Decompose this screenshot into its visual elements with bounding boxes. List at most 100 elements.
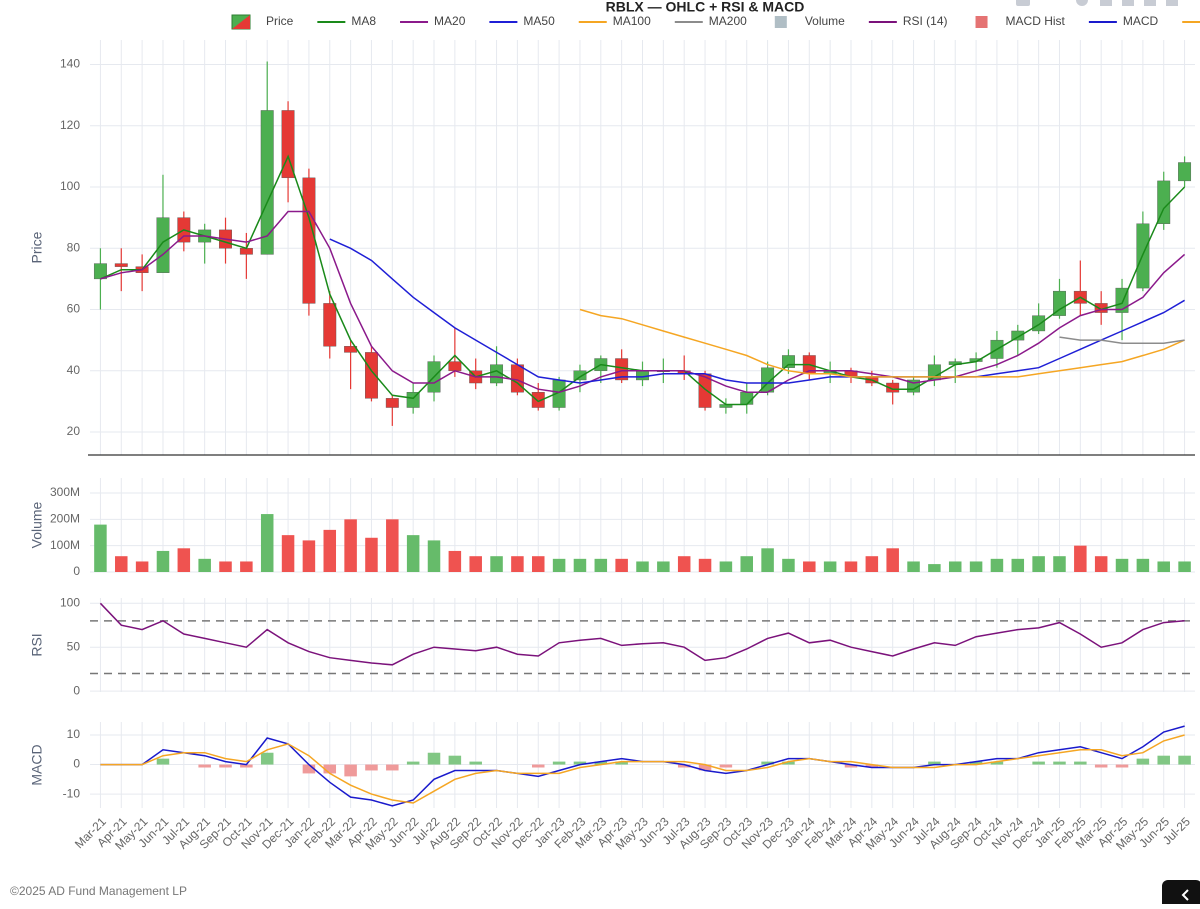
- y-tick-label: 140: [60, 57, 80, 71]
- y-tick-label: 100: [60, 595, 80, 609]
- bar: [469, 761, 482, 765]
- bar: [94, 524, 107, 572]
- legend-item[interactable]: MA50: [489, 14, 555, 28]
- box-icon[interactable]: [1122, 0, 1134, 6]
- bar: [552, 761, 566, 765]
- bar: [365, 537, 378, 572]
- y-tick-label: 200M: [50, 512, 80, 526]
- bar: [907, 561, 920, 572]
- bar: [386, 519, 399, 572]
- legend-item[interactable]: Signal: [1182, 14, 1200, 28]
- legend-item[interactable]: MA20: [400, 14, 466, 28]
- bar: [698, 764, 712, 771]
- legend-label: Volume: [805, 14, 845, 28]
- chat-button[interactable]: [1162, 880, 1200, 909]
- candle-body: [636, 370, 649, 381]
- bar: [1094, 764, 1108, 768]
- modebar[interactable]: [1016, 0, 1178, 6]
- series-line: [100, 210, 1186, 393]
- bar: [677, 764, 691, 768]
- bar: [490, 556, 503, 572]
- bar: [594, 761, 608, 765]
- legend-item[interactable]: MA200: [674, 14, 747, 28]
- bar: [386, 764, 399, 771]
- bar: [1074, 545, 1087, 572]
- bar: [698, 558, 712, 572]
- series-line: [329, 238, 1185, 384]
- legend-swatch: [975, 16, 988, 28]
- bar: [886, 548, 899, 572]
- bar: [990, 761, 1004, 765]
- bar: [1053, 556, 1066, 572]
- y-tick-label: 80: [67, 240, 81, 254]
- chat-button-icon[interactable]: [1181, 889, 1189, 901]
- candle-body: [281, 110, 295, 179]
- bar: [657, 561, 670, 572]
- home-icon[interactable]: [1166, 0, 1178, 6]
- bar: [719, 764, 733, 768]
- bar: [240, 561, 253, 572]
- bar: [448, 550, 462, 572]
- candle-body: [886, 382, 900, 393]
- y-tick-label: 0: [73, 683, 80, 697]
- candle-body: [365, 352, 378, 399]
- bar: [573, 761, 587, 765]
- bar: [344, 519, 357, 572]
- pan-icon[interactable]: [1100, 0, 1112, 6]
- bar: [615, 558, 628, 572]
- bar: [1178, 755, 1191, 765]
- bar: [1074, 761, 1087, 765]
- bar: [406, 761, 420, 765]
- bar: [782, 558, 795, 572]
- bar: [448, 755, 462, 765]
- y-tick-label: 40: [67, 363, 81, 377]
- bar: [1011, 558, 1025, 572]
- candle-body: [448, 361, 462, 371]
- bar: [1115, 764, 1129, 768]
- zoom-icon[interactable]: [1076, 0, 1088, 6]
- y-axis-title: MACD: [29, 744, 45, 785]
- bar: [1178, 561, 1191, 572]
- candle-body: [1053, 290, 1066, 316]
- legend-item[interactable]: RSI (14): [868, 14, 948, 28]
- bar: [928, 564, 941, 572]
- legend-label: MA100: [613, 14, 651, 28]
- candle-body: [239, 248, 253, 255]
- series-line: [1059, 336, 1185, 344]
- bar: [532, 556, 545, 572]
- bar: [844, 764, 858, 768]
- candle-body: [260, 110, 274, 255]
- bar: [260, 752, 274, 765]
- bar: [719, 561, 733, 572]
- legend-item[interactable]: MACD: [1088, 14, 1159, 28]
- bar: [948, 561, 962, 572]
- candle-body: [323, 303, 337, 347]
- footer: ©2025 AD Fund Management LP: [10, 884, 187, 898]
- legend-item[interactable]: Price: [231, 14, 294, 30]
- y-tick-label: 100: [60, 179, 80, 193]
- bar: [240, 764, 253, 768]
- camera-icon[interactable]: [1016, 0, 1030, 6]
- legend-item[interactable]: Volume: [774, 14, 845, 28]
- legend-label: MA20: [434, 14, 466, 28]
- bar: [156, 550, 170, 572]
- bar: [761, 548, 774, 572]
- bar: [761, 761, 774, 765]
- bar: [1136, 558, 1150, 572]
- bar: [928, 761, 941, 765]
- bar: [344, 764, 357, 777]
- lasso-icon[interactable]: [1144, 0, 1156, 6]
- bar: [1115, 558, 1129, 572]
- bar: [302, 764, 316, 774]
- legend-label: MA8: [351, 14, 376, 28]
- legend-item[interactable]: MACD Hist: [975, 14, 1066, 28]
- legend-item[interactable]: MA8: [317, 14, 376, 28]
- legend-item[interactable]: MA100: [578, 14, 651, 28]
- bar: [511, 556, 524, 572]
- bar: [365, 764, 378, 771]
- bar: [532, 764, 545, 768]
- series-line: [100, 734, 1185, 804]
- y-tick-label: 100M: [50, 538, 80, 552]
